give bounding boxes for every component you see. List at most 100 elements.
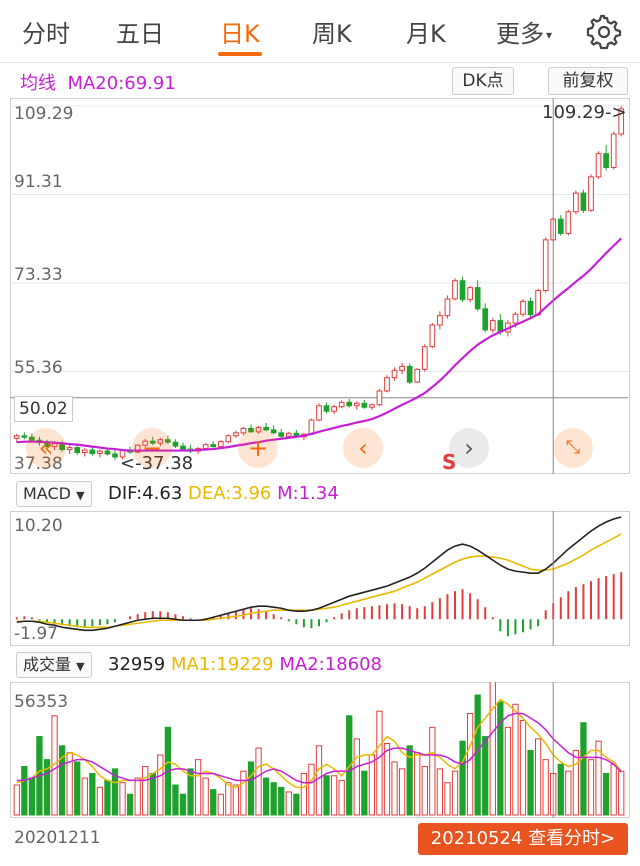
kline-chart-frame[interactable] [10,98,630,474]
candle-body [565,211,572,234]
volume-bar [293,793,300,816]
macd-dif-line [16,516,622,632]
candle-body [610,133,617,168]
gear-icon[interactable] [586,14,622,50]
volume-chart-frame[interactable] [10,682,630,818]
volume-bar [13,784,20,816]
candle-body [270,429,277,434]
dk-point-button[interactable]: DK点 [452,67,514,95]
volume-bar [172,784,179,816]
candle-body [233,432,239,437]
candle-body [588,176,594,211]
volume-ma1-line [16,698,622,789]
candle-body [112,453,118,458]
macd-indicator-select[interactable]: MACD ▼ [16,481,92,507]
candle-body [489,320,496,331]
volume-bar [308,763,315,816]
volume-bar [278,786,285,816]
candle-body [142,440,149,446]
zoom-in-icon[interactable]: + [238,428,278,468]
candle-body [240,427,247,434]
volume-bar [315,745,323,816]
volume-bar [217,793,224,816]
volume-bar [376,710,383,816]
volume-bar [149,772,156,816]
volume-indicator-select[interactable]: 成交量 ▼ [16,652,92,678]
volume-bar [270,782,277,816]
volume-ma2-line [16,712,622,784]
volume-bar [534,738,542,816]
candle-body [527,300,534,316]
volume-bar [111,768,119,816]
volume-bar [414,752,421,816]
candle-body [474,287,481,310]
volume-bar [285,791,292,816]
scroll-left-icon[interactable]: « [26,428,66,468]
next-icon[interactable]: › [449,428,489,468]
candle-body [467,287,473,300]
volume-bar [353,738,360,816]
tab-intraday[interactable]: 分时 [22,20,70,48]
sell-signal-badge: S [442,450,457,474]
max-price-marker: 109.29-> [542,102,627,123]
candle-body [248,427,254,433]
candle-body [255,426,262,433]
volume-chart[interactable] [10,682,630,818]
candle-body [149,440,156,444]
volume-bar [323,775,330,816]
candle-body [414,368,421,383]
macd-dif-value: DIF:4.63 [108,483,183,504]
volume-bar [179,793,187,816]
crosshair-price-label: 50.02 [14,396,73,422]
volume-bar [451,770,459,816]
zoom-out-icon[interactable]: − [132,428,172,468]
start-date-label: 20201211 [14,828,101,848]
volume-bar [406,745,413,816]
candle-body [217,441,224,448]
prev-icon[interactable]: ‹ [343,428,383,468]
tab-weekly-k[interactable]: 周K [312,20,352,48]
volume-bar [512,703,519,816]
view-intraday-button[interactable]: 20210524 查看分时> [418,823,628,855]
tab-daily-k[interactable]: 日K [220,20,260,48]
macd-chart[interactable] [10,511,630,646]
volume-bar [104,779,111,816]
volume-ma2-value: MA2:18608 [279,654,382,675]
macd-chart-frame[interactable] [10,511,630,646]
volume-bar [255,747,262,816]
tab-monthly-k[interactable]: 月K [406,20,446,48]
volume-select-label: 成交量 [23,655,72,674]
volume-bar [466,712,474,816]
volume-bar [157,754,164,816]
candle-body [180,445,186,450]
candle-body [263,426,269,431]
volume-ma1-value: MA1:19229 [171,654,274,675]
forward-adjust-button[interactable]: 前复权 [548,67,628,95]
volume-bar [618,770,625,816]
ma-legend: 均线 MA20:69.91 [20,69,176,95]
kline-y-label: 73.33 [14,265,63,285]
volume-bar [210,789,217,816]
volume-bar [580,722,587,816]
candle-body [338,401,345,408]
volume-bar [58,745,66,816]
tab-five-day[interactable]: 五日 [116,20,164,48]
volume-bar [142,766,149,816]
volume-bar [497,701,504,816]
tab-more[interactable]: 更多 ▾ [496,14,552,49]
candle-body [74,447,81,454]
macd-dea-value: DEA:3.96 [188,483,272,504]
candle-body [29,436,35,441]
macd-select-label: MACD [23,484,71,503]
macd-y-label: -1.97 [14,624,58,644]
volume-bar [572,749,580,816]
candle-body [172,441,179,447]
kline-chart[interactable] [10,98,630,474]
volume-bar [202,777,209,816]
volume-bar [194,759,202,816]
volume-bar [119,782,126,816]
fullscreen-icon[interactable]: ⤡ [553,428,593,468]
kline-y-label: 109.29 [14,104,74,124]
candle-body [278,432,285,437]
candle-body [89,449,96,455]
